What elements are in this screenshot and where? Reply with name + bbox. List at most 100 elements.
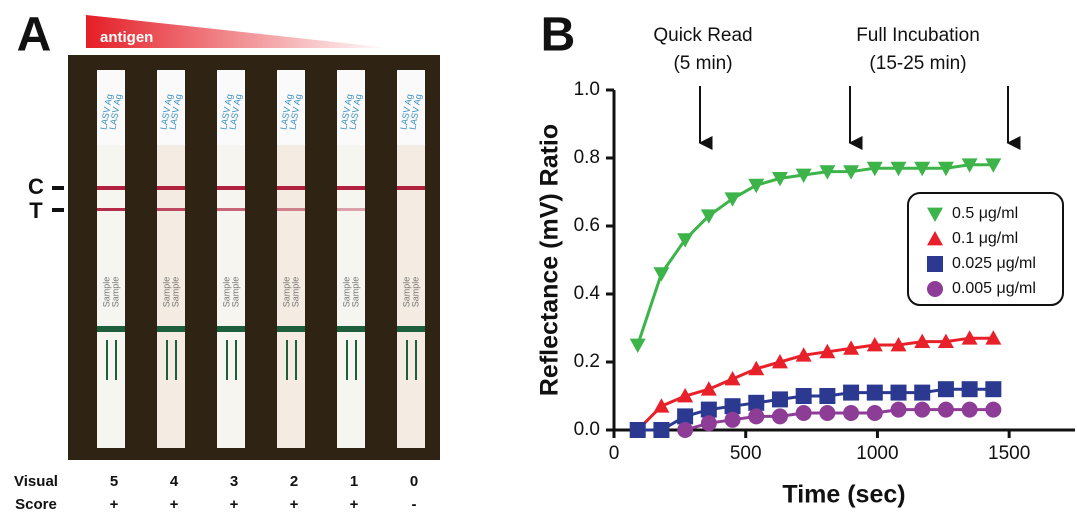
point (748, 408, 765, 425)
point (985, 381, 1002, 398)
point (890, 161, 907, 177)
point (961, 158, 978, 173)
point (866, 337, 883, 352)
x-axis-label: Time (sec) (782, 481, 905, 509)
test-label: T (29, 198, 43, 223)
annotation: Full Incubation (856, 25, 980, 46)
score-heading: Visual (14, 473, 58, 490)
fit-line (637, 387, 994, 432)
y-tick-label: 0.6 (574, 215, 600, 236)
point (985, 401, 1002, 418)
point (937, 381, 954, 398)
control-label: C (28, 174, 44, 199)
strip-band (397, 326, 425, 332)
test-line (337, 208, 365, 211)
x-tick-label: 1500 (988, 443, 1030, 464)
point (677, 388, 694, 403)
strip-text: Sample (290, 277, 300, 308)
control-line (217, 186, 245, 190)
point (748, 178, 765, 194)
control-line (397, 186, 425, 190)
point (843, 384, 860, 401)
point (937, 161, 954, 177)
score-sign: + (110, 496, 119, 513)
legend (907, 192, 1064, 306)
strip-text: Sample (230, 277, 240, 308)
strip-band (217, 326, 245, 332)
strip-band (157, 326, 185, 332)
point (724, 192, 741, 207)
annotation: (5 min) (673, 53, 732, 74)
point (914, 333, 931, 348)
legend-label: 0.005 μg/ml (952, 280, 1036, 297)
score: 1 (350, 473, 358, 490)
control-line (277, 186, 305, 190)
legend-label: 0.5 μg/ml (952, 205, 1018, 222)
y-tick-label: 0.8 (574, 147, 600, 168)
score-heading: Score (15, 496, 57, 513)
legend-marker (927, 281, 943, 297)
point (700, 415, 717, 432)
point (890, 384, 907, 401)
score-sign: + (290, 496, 299, 513)
strip-label-area (97, 70, 125, 145)
strip-text: Sample (281, 277, 291, 308)
point (724, 411, 741, 428)
point (629, 338, 646, 353)
point (795, 405, 812, 421)
point (914, 384, 931, 401)
point (700, 381, 717, 396)
strip-text: Sample (401, 277, 411, 308)
strip-label-area (277, 70, 305, 145)
point (819, 165, 836, 180)
strip-label-area (157, 70, 185, 145)
score-sign: + (350, 496, 359, 513)
point (724, 371, 741, 386)
test-line (217, 208, 245, 211)
point (677, 408, 694, 425)
strip-text: Sample (341, 277, 351, 308)
panel-label: A (17, 9, 52, 62)
strip-text: Sample (350, 277, 360, 308)
legend-marker (927, 231, 943, 246)
point (937, 333, 954, 348)
fit-line (636, 336, 994, 432)
point (890, 337, 907, 352)
point (748, 394, 765, 411)
y-axis-label: Reflectance (mV) Ratio (536, 124, 564, 396)
point (700, 209, 717, 224)
y-tick-label: 0.0 (574, 419, 600, 440)
test-line (97, 208, 125, 211)
point (771, 408, 788, 425)
point (914, 401, 931, 418)
strip-text: Sample (161, 277, 171, 308)
test-tick (52, 208, 64, 212)
point (866, 405, 883, 421)
point (914, 161, 931, 177)
point (866, 384, 883, 401)
strip-text: Sample (410, 277, 420, 308)
point (961, 330, 978, 345)
gradient-label: antigen (100, 29, 153, 46)
point (795, 347, 812, 362)
score: 3 (230, 473, 238, 490)
point (653, 398, 670, 413)
point (795, 388, 812, 404)
strip-text: Sample (221, 277, 231, 308)
test-line (157, 208, 185, 211)
annotation: Quick Read (653, 25, 752, 46)
point (771, 172, 788, 187)
strip-band (97, 326, 125, 332)
score-sign: + (170, 496, 179, 513)
fit-line (636, 163, 994, 346)
control-line (337, 186, 365, 190)
point (653, 267, 670, 282)
y-tick-label: 0.4 (574, 283, 601, 304)
point (819, 388, 836, 404)
point (937, 401, 954, 418)
antigen-gradient (86, 15, 390, 48)
strip-text: Sample (110, 277, 120, 308)
point (771, 354, 788, 369)
point (843, 165, 860, 180)
